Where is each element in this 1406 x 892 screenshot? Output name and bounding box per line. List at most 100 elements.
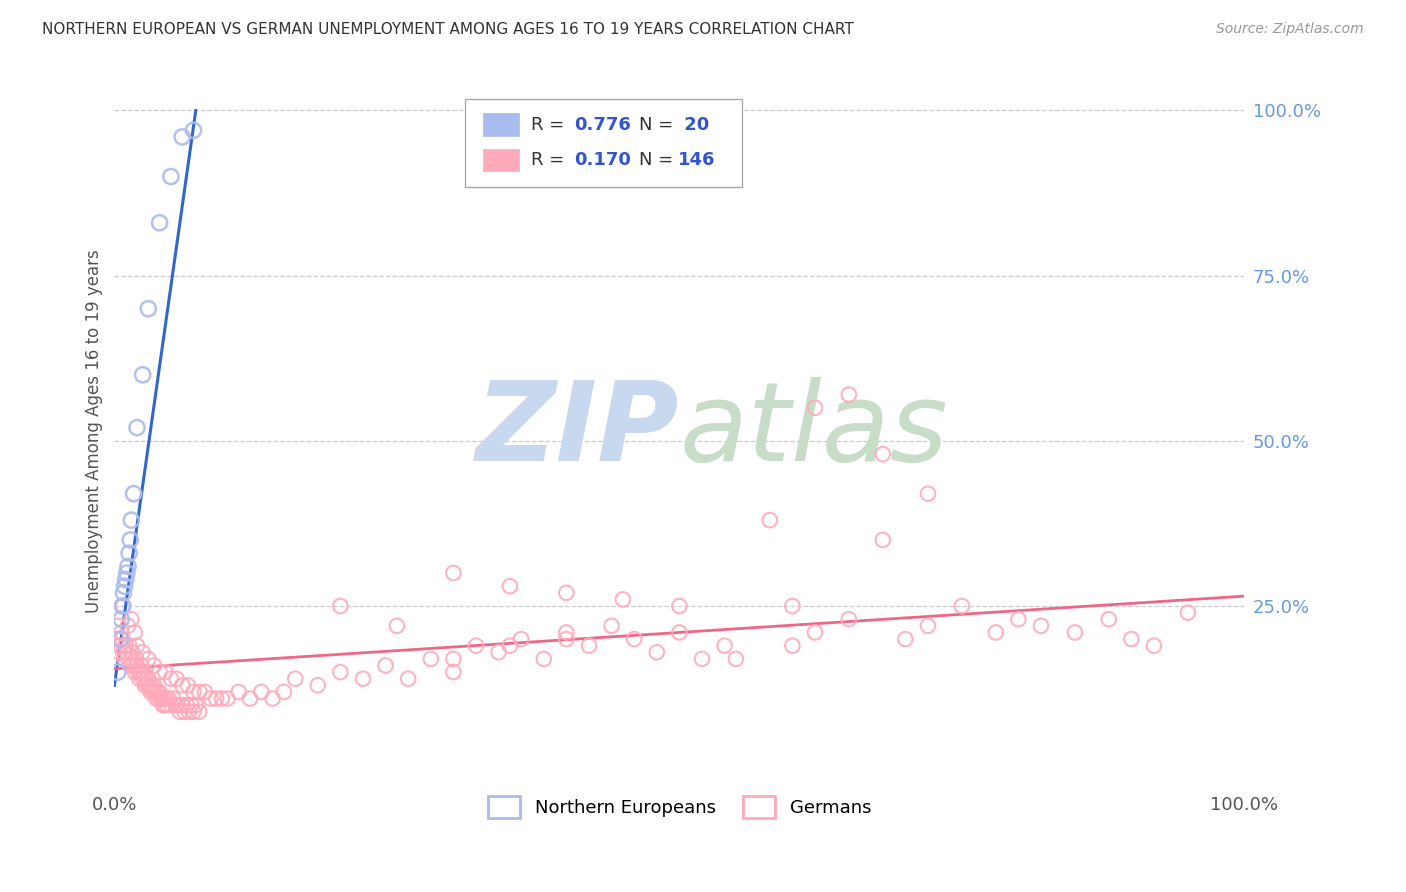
Point <box>152 698 174 713</box>
Point <box>782 639 804 653</box>
Point <box>118 546 141 560</box>
Point <box>117 652 139 666</box>
Point <box>157 691 180 706</box>
Point <box>136 678 159 692</box>
Point <box>441 566 464 580</box>
Point <box>329 599 352 613</box>
Point <box>146 685 169 699</box>
Point <box>499 579 522 593</box>
Point <box>499 639 522 653</box>
Point <box>917 486 939 500</box>
Point <box>108 645 131 659</box>
Point <box>115 645 138 659</box>
Point <box>555 625 578 640</box>
Point <box>108 632 131 646</box>
Point <box>127 665 149 679</box>
Point <box>668 599 690 613</box>
Point <box>143 678 166 692</box>
Point <box>759 513 782 527</box>
Point <box>120 658 142 673</box>
Text: NORTHERN EUROPEAN VS GERMAN UNEMPLOYMENT AMONG AGES 16 TO 19 YEARS CORRELATION C: NORTHERN EUROPEAN VS GERMAN UNEMPLOYMENT… <box>42 22 853 37</box>
Point <box>419 652 441 666</box>
Point <box>510 632 533 646</box>
Point <box>121 645 143 659</box>
Point <box>284 672 307 686</box>
Point <box>118 639 141 653</box>
Point <box>124 665 146 679</box>
Point <box>141 678 163 692</box>
Point <box>122 486 145 500</box>
Point <box>838 612 860 626</box>
Text: 146: 146 <box>678 151 716 169</box>
FancyBboxPatch shape <box>465 99 741 187</box>
Point <box>166 672 188 686</box>
Point <box>1007 612 1029 626</box>
Point <box>194 685 217 699</box>
Point <box>188 685 211 699</box>
Point <box>645 645 668 659</box>
Text: 20: 20 <box>678 116 710 134</box>
Point <box>128 672 150 686</box>
Point <box>110 625 132 640</box>
Point <box>1143 639 1166 653</box>
Point <box>555 632 578 646</box>
Point <box>129 665 152 679</box>
Point <box>894 632 917 646</box>
Point <box>1121 632 1143 646</box>
Point <box>169 705 191 719</box>
Point <box>105 632 128 646</box>
Point <box>156 698 179 713</box>
Point <box>211 691 233 706</box>
Point <box>149 691 172 706</box>
Point <box>125 652 148 666</box>
Point <box>1029 619 1052 633</box>
Point <box>110 612 132 626</box>
Point <box>114 579 136 593</box>
Point <box>149 685 172 699</box>
Point <box>396 672 419 686</box>
FancyBboxPatch shape <box>482 113 519 136</box>
Point <box>1098 612 1121 626</box>
Point <box>149 665 172 679</box>
Point <box>136 672 159 686</box>
Point <box>307 678 329 692</box>
Text: ZIP: ZIP <box>475 377 679 484</box>
Point <box>177 705 200 719</box>
Point <box>441 652 464 666</box>
Point <box>183 705 205 719</box>
Point <box>200 691 222 706</box>
Point <box>155 691 177 706</box>
Point <box>177 678 200 692</box>
Text: 0.170: 0.170 <box>574 151 631 169</box>
Point <box>149 216 172 230</box>
Point <box>111 632 134 646</box>
Point <box>134 678 156 692</box>
Point <box>153 691 176 706</box>
Point <box>131 672 153 686</box>
Point <box>131 368 153 382</box>
Point <box>984 625 1007 640</box>
Point <box>1177 606 1199 620</box>
Point <box>117 559 139 574</box>
Point <box>184 698 207 713</box>
Y-axis label: Unemployment Among Ages 16 to 19 years: Unemployment Among Ages 16 to 19 years <box>86 249 103 613</box>
Point <box>150 691 173 706</box>
Point <box>205 691 228 706</box>
Legend: Northern Europeans, Germans: Northern Europeans, Germans <box>481 789 879 825</box>
Point <box>136 301 159 316</box>
Point <box>374 658 396 673</box>
Point <box>612 592 634 607</box>
Point <box>188 705 211 719</box>
Text: R =: R = <box>531 116 571 134</box>
Point <box>160 698 183 713</box>
Point <box>131 658 153 673</box>
Point <box>136 652 159 666</box>
Point <box>488 645 510 659</box>
Point <box>125 420 148 434</box>
Point <box>115 566 138 580</box>
Point <box>114 652 136 666</box>
Point <box>162 691 184 706</box>
Point <box>120 533 142 547</box>
Point <box>172 698 194 713</box>
Point <box>160 672 183 686</box>
